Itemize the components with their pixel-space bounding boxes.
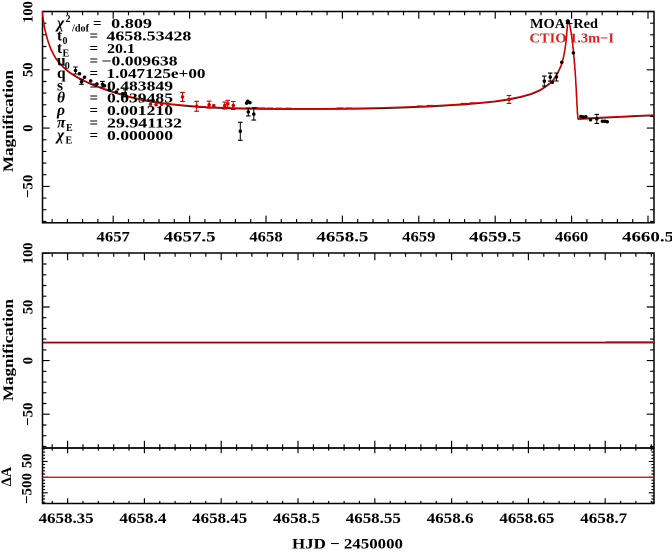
svg-text:=: = bbox=[90, 66, 99, 82]
svg-text:MOA−Red: MOA−Red bbox=[530, 17, 598, 32]
svg-text:0: 0 bbox=[20, 473, 36, 480]
svg-text:100: 100 bbox=[21, 1, 37, 23]
svg-text:4660: 4660 bbox=[555, 230, 588, 246]
svg-text:=: = bbox=[90, 91, 99, 107]
svg-text:ρ: ρ bbox=[56, 102, 65, 119]
svg-text:t: t bbox=[57, 28, 63, 45]
svg-text:−50: −50 bbox=[21, 175, 37, 199]
svg-text:4658.53428: 4658.53428 bbox=[106, 29, 191, 44]
svg-text:−50: −50 bbox=[21, 402, 37, 426]
svg-text:4658.5: 4658.5 bbox=[316, 230, 368, 246]
svg-text:u: u bbox=[57, 53, 66, 70]
svg-text:4658.4: 4658.4 bbox=[119, 511, 167, 527]
svg-text:θ: θ bbox=[57, 90, 65, 107]
svg-text:χ: χ bbox=[55, 15, 65, 32]
svg-text:Magnification: Magnification bbox=[1, 298, 17, 401]
svg-text:=: = bbox=[90, 128, 99, 144]
svg-text:0: 0 bbox=[63, 36, 68, 47]
svg-text:0.483849: 0.483849 bbox=[107, 78, 173, 93]
svg-text:−0.009638: −0.009638 bbox=[102, 54, 178, 69]
svg-text:4659.5: 4659.5 bbox=[469, 230, 521, 246]
svg-text:2: 2 bbox=[66, 14, 71, 25]
svg-text:4658.5: 4658.5 bbox=[273, 511, 320, 527]
svg-text:=: = bbox=[93, 16, 102, 32]
svg-text:4658.45: 4658.45 bbox=[192, 511, 247, 527]
svg-text:=: = bbox=[90, 54, 99, 70]
svg-text:50: 50 bbox=[20, 454, 36, 469]
svg-text:29.941132: 29.941132 bbox=[107, 116, 182, 131]
svg-text:0: 0 bbox=[21, 125, 37, 132]
svg-text:E: E bbox=[63, 48, 70, 59]
svg-text:4658.7: 4658.7 bbox=[580, 511, 628, 527]
svg-text:=: = bbox=[90, 41, 99, 57]
svg-text:0: 0 bbox=[65, 61, 70, 72]
svg-text:0.809: 0.809 bbox=[111, 16, 152, 31]
svg-text:20.1: 20.1 bbox=[107, 41, 135, 56]
svg-text:4658.35: 4658.35 bbox=[39, 511, 94, 527]
svg-text:t: t bbox=[57, 40, 63, 57]
svg-text:χ: χ bbox=[55, 127, 65, 144]
svg-text:s: s bbox=[57, 77, 63, 94]
svg-text:4659: 4659 bbox=[402, 230, 435, 246]
svg-text:4660.5: 4660.5 bbox=[622, 230, 672, 246]
svg-text:=: = bbox=[90, 116, 99, 132]
svg-text:4658: 4658 bbox=[249, 230, 282, 246]
svg-text:4657.5: 4657.5 bbox=[164, 230, 216, 246]
svg-text:ΔA: ΔA bbox=[0, 466, 15, 486]
svg-text:q: q bbox=[57, 65, 66, 82]
svg-text:50: 50 bbox=[21, 300, 37, 315]
svg-text:π: π bbox=[57, 115, 66, 132]
svg-text:1.047125e+00: 1.047125e+00 bbox=[107, 66, 206, 81]
svg-text:4657: 4657 bbox=[97, 230, 131, 246]
svg-text:HJD − 2450000: HJD − 2450000 bbox=[292, 537, 403, 552]
svg-text:4658.55: 4658.55 bbox=[346, 511, 401, 527]
svg-text:=: = bbox=[90, 103, 99, 119]
svg-text:E: E bbox=[66, 123, 73, 134]
svg-text:=: = bbox=[90, 29, 99, 45]
svg-text:CTIO 1.3m−I: CTIO 1.3m−I bbox=[530, 31, 615, 46]
svg-text:100: 100 bbox=[21, 243, 37, 264]
svg-text:4658.65: 4658.65 bbox=[499, 511, 554, 527]
svg-text:50: 50 bbox=[21, 63, 37, 78]
svg-text:=: = bbox=[90, 78, 99, 94]
svg-text:−50: −50 bbox=[20, 481, 36, 505]
svg-text:0.039485: 0.039485 bbox=[107, 91, 173, 106]
svg-text:/dof: /dof bbox=[71, 23, 89, 34]
svg-text:0.000000: 0.000000 bbox=[107, 128, 173, 143]
svg-text:E: E bbox=[66, 135, 73, 146]
svg-text:4658.6: 4658.6 bbox=[427, 511, 475, 527]
svg-text:0.001210: 0.001210 bbox=[107, 103, 173, 118]
svg-text:0: 0 bbox=[21, 357, 37, 364]
svg-text:Magnification: Magnification bbox=[1, 69, 17, 172]
